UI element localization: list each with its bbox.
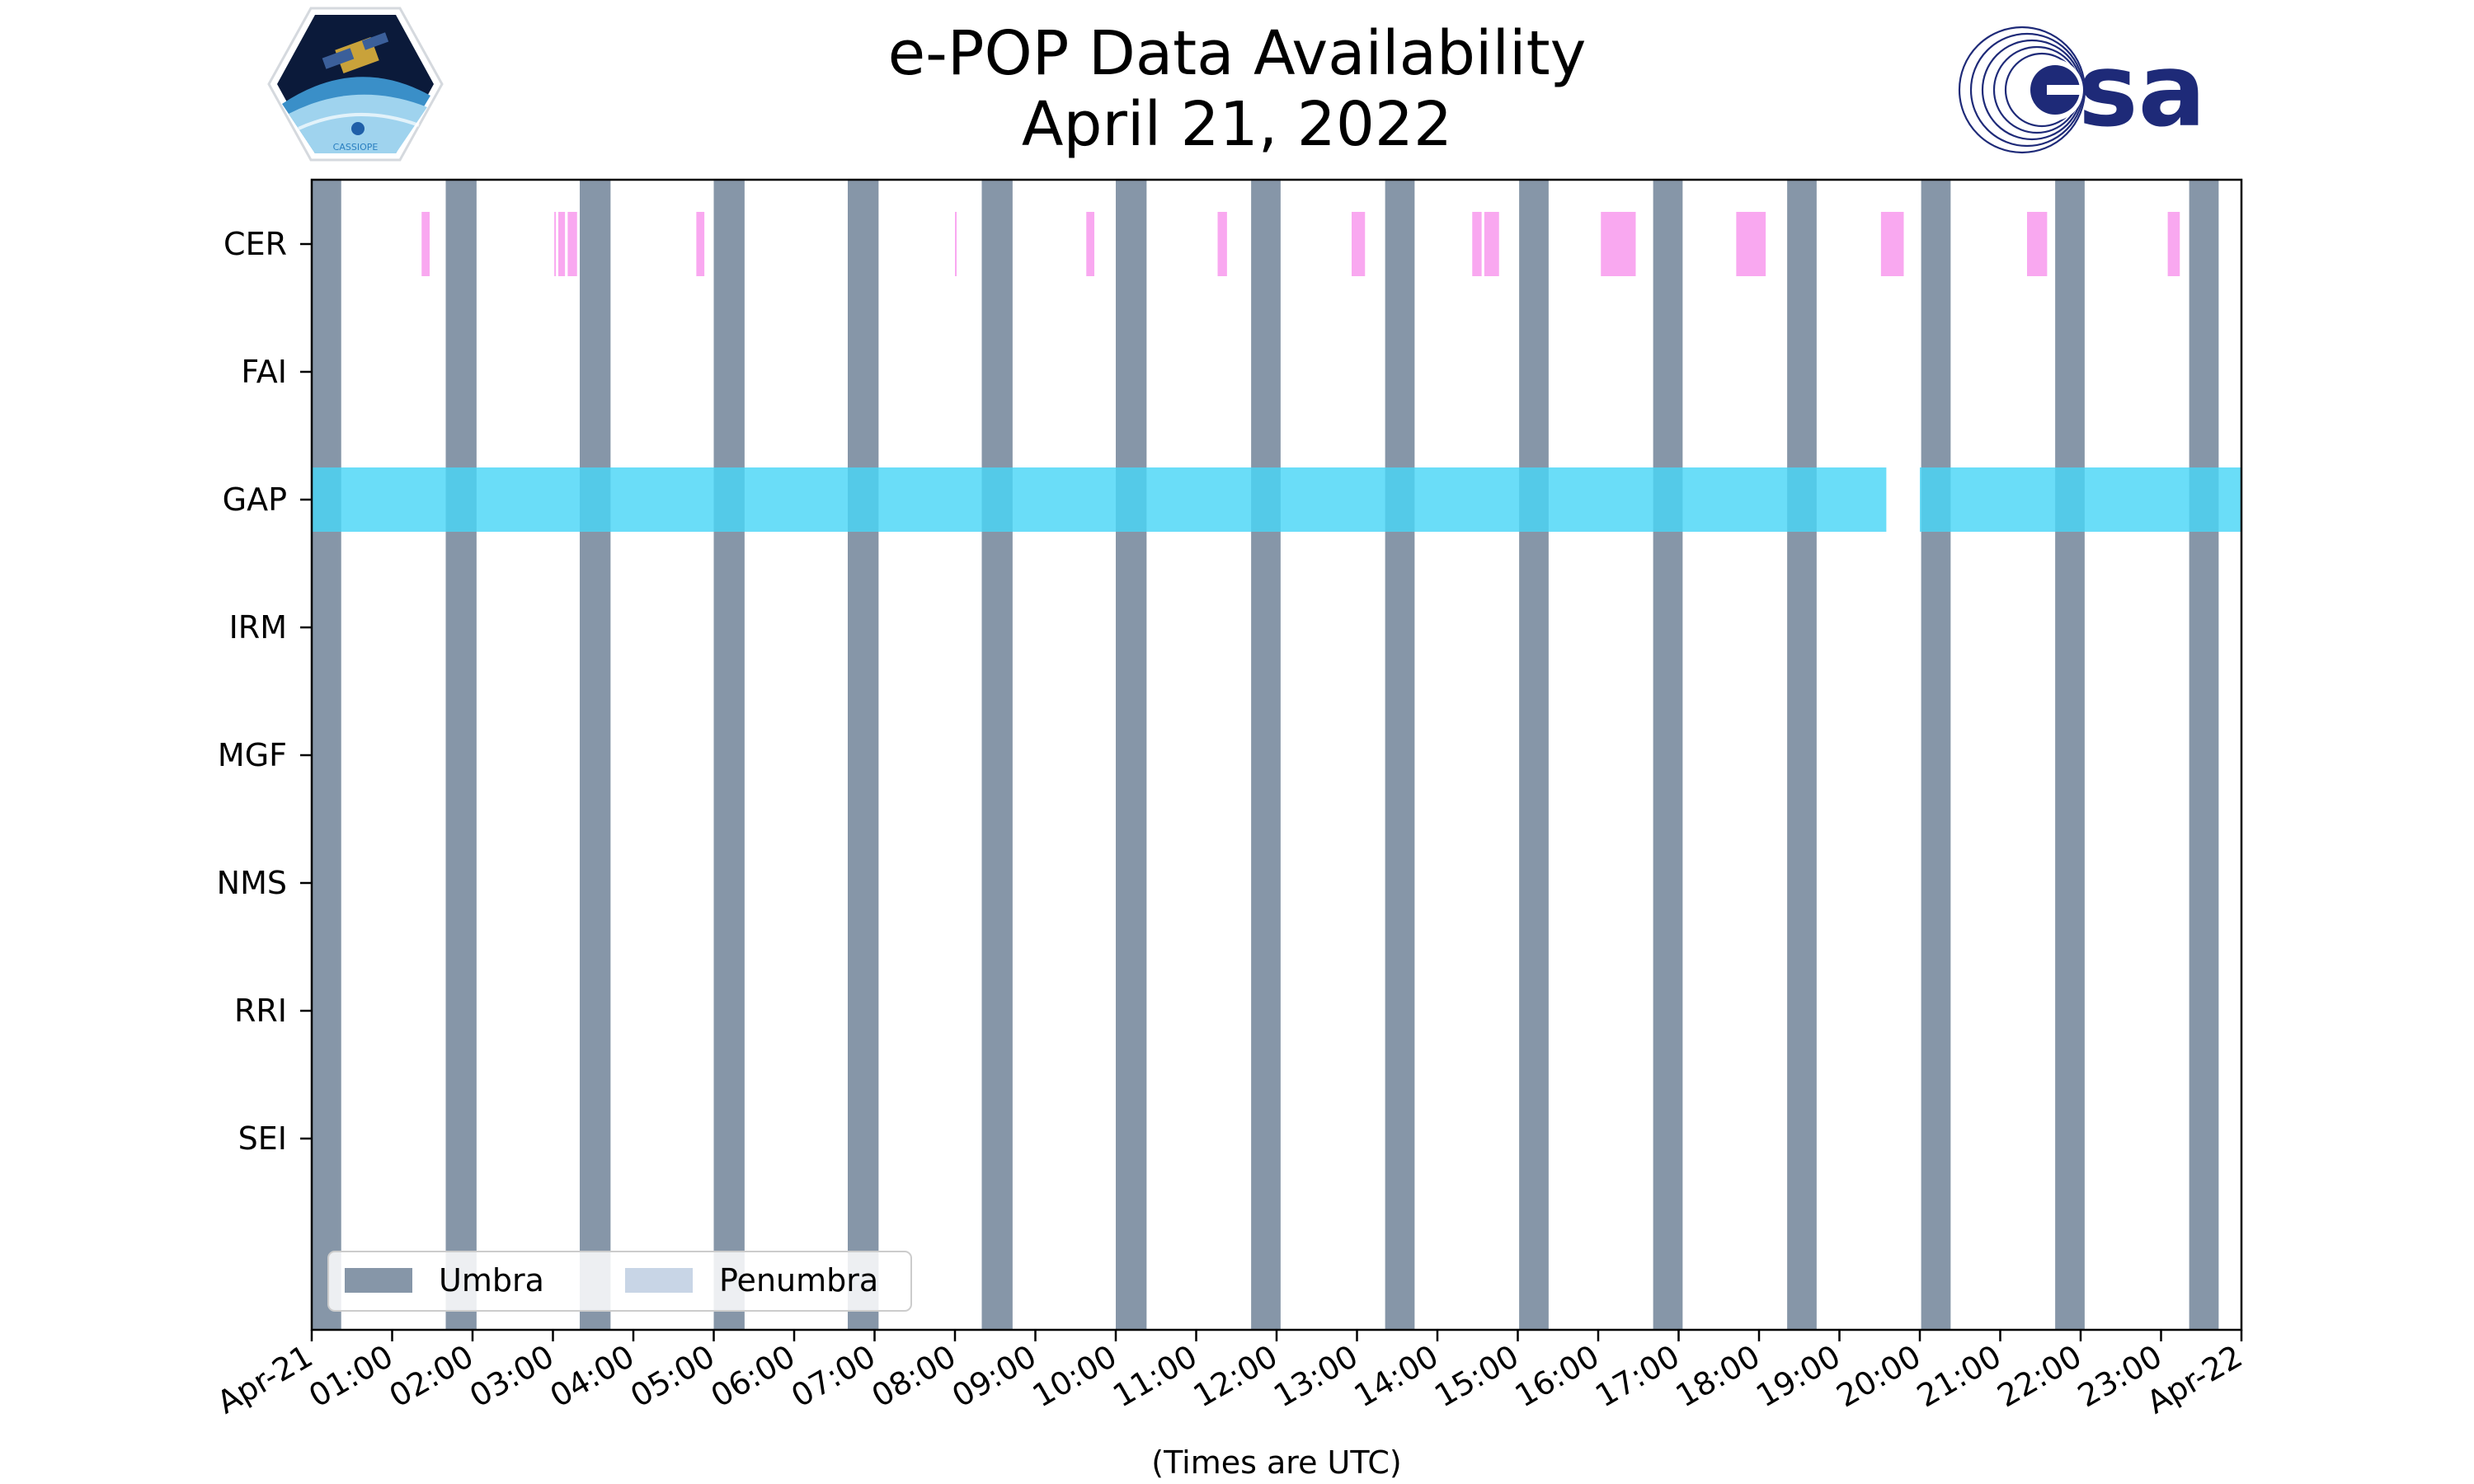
x-tick-label: 04:00 <box>544 1338 641 1415</box>
x-tick-label: Apr-21 <box>211 1338 319 1421</box>
y-tick-label: GAP <box>223 481 287 518</box>
availability-bar-cer <box>1484 212 1499 276</box>
availability-bar-cer <box>1086 212 1094 276</box>
x-tick-label: 06:00 <box>705 1338 802 1415</box>
availability-bar-cer <box>1472 212 1482 276</box>
y-tick-label: CER <box>223 226 287 262</box>
x-tick-label: 20:00 <box>1831 1338 1927 1415</box>
umbra-band <box>580 180 611 1330</box>
availability-bar-cer <box>554 212 557 276</box>
availability-bar-cer <box>2167 212 2180 276</box>
umbra-band <box>1385 180 1415 1330</box>
cassiope-patch-text: CASSIOPE <box>333 142 379 153</box>
umbra-band <box>981 180 1013 1330</box>
legend-box <box>327 1251 912 1312</box>
availability-bar-gap <box>1920 467 2241 532</box>
availability-bar-cer <box>1880 212 1904 276</box>
x-tick-label: 01:00 <box>303 1338 399 1415</box>
y-tick-label: IRM <box>229 609 287 646</box>
y-tick-label: NMS <box>217 865 287 901</box>
umbra-band <box>848 180 879 1330</box>
availability-bar-cer <box>696 212 705 276</box>
x-tick-label: 22:00 <box>1992 1338 2088 1415</box>
y-tick-label: MGF <box>218 737 287 773</box>
legend: Umbra Penumbra <box>327 1251 912 1312</box>
legend-swatch-penumbra <box>625 1268 693 1293</box>
availability-bar-gap <box>494 467 1887 532</box>
availability-bar-cer <box>558 212 566 276</box>
x-tick-label: 21:00 <box>1911 1338 2007 1415</box>
umbra-band <box>1787 180 1817 1330</box>
y-tick-label: SEI <box>238 1120 287 1157</box>
legend-label-penumbra: Penumbra <box>719 1262 878 1298</box>
umbra-band <box>1116 180 1147 1330</box>
availability-bar-cer <box>421 212 430 276</box>
umbra-band <box>2189 180 2219 1330</box>
x-tick-label: 11:00 <box>1107 1338 1203 1415</box>
availability-bar-cer <box>1736 212 1766 276</box>
cassiope-logo: CASSIOPE <box>267 7 444 162</box>
y-tick-label: RRI <box>234 993 287 1029</box>
x-tick-label: 19:00 <box>1750 1338 1846 1415</box>
x-tick-label: 05:00 <box>624 1338 721 1415</box>
availability-bar-cer <box>955 212 957 276</box>
availability-bar-cer <box>1352 212 1366 276</box>
umbra-band <box>1251 180 1281 1330</box>
availability-bar-gap <box>312 467 494 532</box>
x-tick-label: 02:00 <box>383 1338 480 1415</box>
x-tick-label: 18:00 <box>1670 1338 1766 1415</box>
x-tick-label: 10:00 <box>1027 1338 1123 1415</box>
chart-subtitle: April 21, 2022 <box>1021 89 1453 160</box>
x-tick-label: 08:00 <box>866 1338 962 1415</box>
x-tick-label: 13:00 <box>1268 1338 1364 1415</box>
x-tick-label: 03:00 <box>463 1338 560 1415</box>
x-tick-label: 07:00 <box>785 1338 882 1415</box>
legend-swatch-umbra <box>345 1268 412 1293</box>
x-tick-label: 15:00 <box>1428 1338 1525 1415</box>
availability-bar-cer <box>2027 212 2048 276</box>
chart-title-block: e-POP Data Availability April 21, 2022 <box>0 18 2474 160</box>
umbra-band <box>1519 180 1549 1330</box>
availability-bar-cer <box>1217 212 1227 276</box>
x-axis-label: (Times are UTC) <box>1151 1444 1401 1481</box>
legend-label-umbra: Umbra <box>439 1262 544 1298</box>
x-tick-label: 09:00 <box>946 1338 1042 1415</box>
chart-title: e-POP Data Availability <box>887 18 1587 89</box>
umbra-band <box>445 180 477 1330</box>
umbra-band <box>312 180 341 1330</box>
svg-text:sa: sa <box>2078 32 2206 149</box>
esa-logo: sa <box>1958 26 2206 154</box>
umbra-band <box>1921 180 1951 1330</box>
umbra-band <box>1653 180 1683 1330</box>
x-tick-label: 14:00 <box>1348 1338 1445 1415</box>
umbra-band <box>2055 180 2085 1330</box>
availability-bar-cer <box>567 212 577 276</box>
y-tick-label: FAI <box>241 354 287 390</box>
x-tick-label: 16:00 <box>1509 1338 1606 1415</box>
x-tick-label: 12:00 <box>1188 1338 1284 1415</box>
umbra-band <box>713 180 745 1330</box>
availability-bar-cer <box>1601 212 1636 276</box>
x-tick-label: 17:00 <box>1589 1338 1686 1415</box>
